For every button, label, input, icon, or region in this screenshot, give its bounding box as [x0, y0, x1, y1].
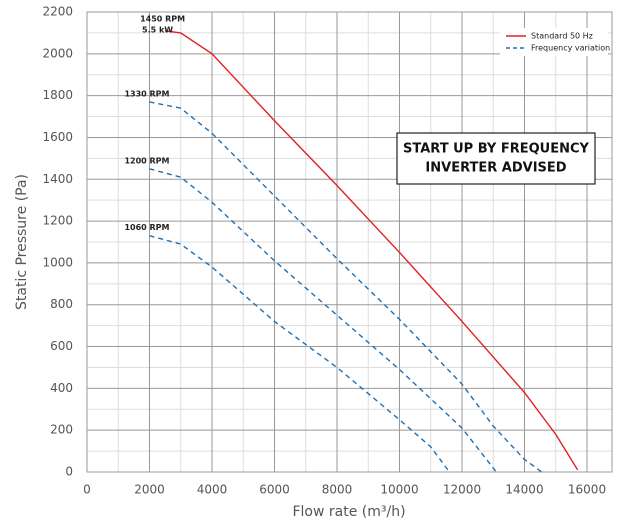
legend-label: Frequency variation — [531, 44, 610, 53]
curve-label: 1330 RPM — [124, 89, 169, 98]
curve-sublabel: 5.5 kW — [142, 25, 173, 34]
x-tick-label: 10000 — [380, 483, 418, 497]
y-tick-label: 1800 — [42, 88, 73, 102]
curve — [165, 30, 579, 471]
y-tick-label: 400 — [50, 381, 73, 395]
y-tick-label: 600 — [50, 339, 73, 353]
y-tick-label: 2000 — [42, 46, 73, 60]
x-axis-label: Flow rate (m³/h) — [292, 504, 405, 520]
legend-box — [500, 28, 608, 56]
curve-label: 1200 RPM — [124, 156, 169, 165]
x-tick-label: 4000 — [197, 483, 228, 497]
annotation-text: START UP BY FREQUENCY — [403, 142, 590, 157]
annotation-box — [396, 132, 596, 185]
y-tick-label: 0 — [65, 465, 73, 479]
y-tick-label: 2200 — [42, 5, 73, 19]
x-tick-label: 14000 — [505, 483, 543, 497]
x-tick-label: 0 — [83, 483, 91, 497]
x-tick-label: 2000 — [134, 483, 165, 497]
plot-border — [86, 11, 613, 473]
annotation-text: INVERTER ADVISED — [425, 161, 566, 176]
curve-label: 1450 RPM — [140, 14, 185, 23]
y-axis-label: Static Pressure (Pa) — [14, 174, 30, 310]
curve — [149, 168, 497, 473]
curve-label: 1060 RPM — [124, 223, 169, 232]
y-tick-label: 1600 — [42, 130, 73, 144]
x-tick-label: 12000 — [443, 483, 481, 497]
curve — [149, 235, 451, 473]
y-tick-label: 800 — [50, 297, 73, 311]
x-tick-label: 16000 — [568, 483, 606, 497]
y-tick-label: 200 — [50, 423, 73, 437]
curve — [149, 101, 543, 473]
x-tick-label: 6000 — [259, 483, 290, 497]
x-tick-label: 8000 — [322, 483, 353, 497]
y-tick-label: 1400 — [42, 172, 73, 186]
y-tick-label: 1200 — [42, 214, 73, 228]
y-tick-label: 1000 — [42, 255, 73, 269]
legend-label: Standard 50 Hz — [531, 32, 593, 41]
